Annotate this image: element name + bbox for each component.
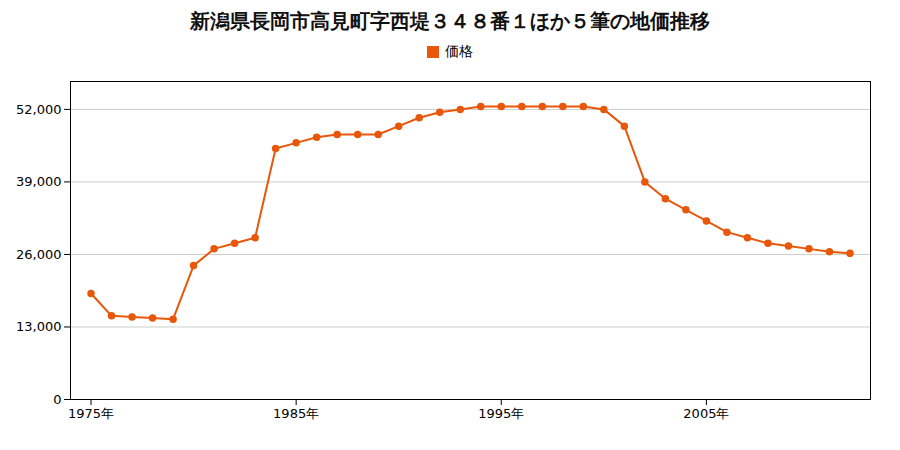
svg-text:1975年: 1975年 — [68, 406, 114, 421]
svg-text:26,000: 26,000 — [16, 247, 62, 262]
svg-text:1985年: 1985年 — [273, 406, 319, 421]
svg-text:13,000: 13,000 — [16, 319, 62, 334]
svg-text:2005年: 2005年 — [683, 406, 729, 421]
svg-text:52,000: 52,000 — [16, 102, 62, 117]
html-text:価格: 価格 — [445, 43, 473, 59]
svg-text:0: 0 — [53, 392, 61, 407]
html-text:新潟県長岡市高見町字西堤３４８番１ほか５筆の地価推移: 新潟県長岡市高見町字西堤３４８番１ほか５筆の地価推移 — [190, 9, 710, 33]
svg-text:39,000: 39,000 — [16, 174, 62, 189]
svg-text:1995年: 1995年 — [478, 406, 524, 421]
